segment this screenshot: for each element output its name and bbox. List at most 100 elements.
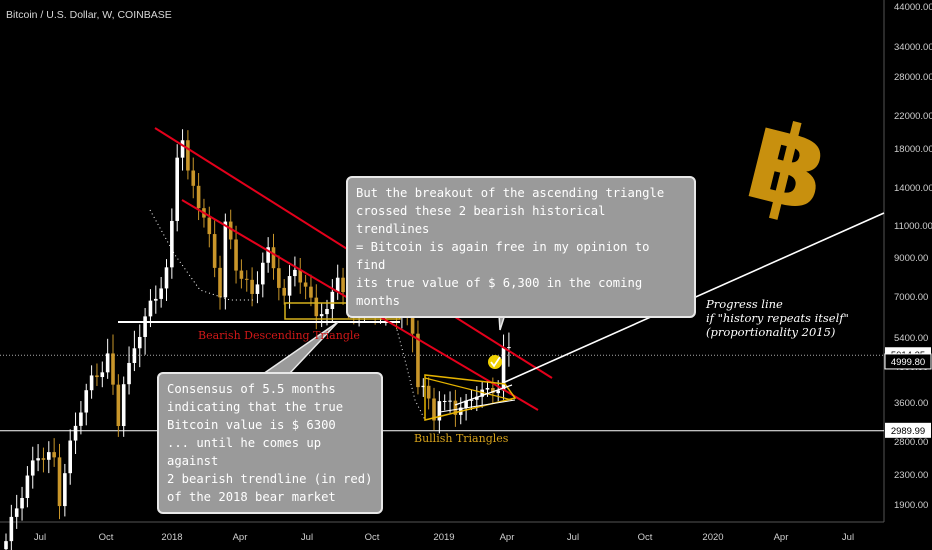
candle-body (111, 353, 115, 385)
candle-body (105, 353, 110, 373)
price-label: 4999.80 (891, 357, 925, 368)
candle-body (63, 473, 67, 507)
x-tick-label: 2019 (433, 532, 454, 543)
candle-body (180, 140, 185, 158)
candle-body (159, 288, 163, 299)
candle-body (421, 385, 426, 388)
bullish-triangle-white (454, 384, 513, 406)
candle-body (416, 333, 420, 388)
candle-body (47, 452, 51, 460)
candle-body (137, 336, 142, 349)
candle-body (100, 372, 105, 378)
x-tick-label: Apr (233, 532, 248, 543)
candle-body (20, 497, 24, 509)
x-tick-label: Jul (34, 532, 46, 543)
y-tick-label: 5400.00 (894, 333, 928, 344)
candle-body (132, 348, 137, 363)
candle-body (25, 475, 30, 498)
candle-body (228, 221, 233, 240)
candle-body (223, 221, 228, 298)
candle-body (79, 412, 83, 426)
chart-title: Bitcoin / U.S. Dollar, W, COINBASE (6, 9, 172, 21)
candle-body (36, 458, 40, 461)
candle-body (437, 401, 442, 421)
candle-body (303, 282, 308, 287)
x-tick-label: 2020 (702, 532, 723, 543)
candle-body (250, 279, 254, 294)
bullish-triangles-label: Bullish Triangles (414, 432, 509, 445)
candle-body (442, 400, 447, 402)
candle-body (491, 388, 495, 394)
candle-body (298, 269, 303, 283)
candle-body (9, 516, 14, 542)
x-tick-label: Oct (365, 532, 380, 543)
candle-body (30, 460, 35, 476)
candle-body (453, 400, 458, 415)
candle-body (84, 390, 89, 413)
y-tick-label: 1900.00 (894, 500, 928, 511)
candle-body (186, 140, 190, 171)
candle-body (287, 276, 292, 296)
check-marker-tick (490, 356, 501, 368)
candle-body (309, 286, 313, 298)
price-label: 2989.99 (891, 426, 925, 437)
x-tick-label: Apr (500, 532, 515, 543)
x-tick-label: Jul (842, 532, 854, 543)
candle-body (293, 269, 297, 277)
candle-body (41, 458, 46, 460)
candle-body (95, 375, 99, 378)
price-axis-bg (884, 0, 932, 550)
dotted-trendline (394, 321, 426, 421)
y-tick-label: 3600.00 (894, 398, 928, 409)
bullish-triangle (424, 374, 517, 421)
candle-body (57, 457, 62, 507)
candle-body (341, 277, 345, 293)
candle-body (244, 278, 249, 280)
y-tick-label: 11000.00 (894, 221, 932, 232)
y-tick-label: 28000.00 (894, 72, 932, 83)
x-tick-label: Apr (774, 532, 789, 543)
candle-body (207, 217, 212, 235)
candle-body (496, 390, 500, 394)
candle-body (154, 298, 158, 301)
candle-body (164, 267, 169, 289)
candle-body (426, 385, 431, 399)
price-label-box (884, 353, 932, 370)
candle-body (271, 247, 276, 269)
candle-body (116, 384, 121, 427)
candle-body (277, 268, 281, 288)
candle-body (239, 270, 244, 279)
candle-body (52, 452, 56, 458)
candle-body (485, 388, 490, 390)
candle-body (148, 300, 153, 317)
candle-body (480, 389, 484, 397)
bearish-triangle-label: Bearish Descending Triangle (198, 329, 360, 342)
candle-body (170, 220, 174, 268)
candle-body (218, 267, 222, 298)
candle-body (73, 425, 78, 441)
candle-body (191, 170, 196, 186)
y-tick-label: 14000.00 (894, 183, 932, 194)
candle-body (501, 347, 506, 391)
candle-body (261, 262, 265, 285)
candle-body (143, 316, 147, 337)
candle-body (475, 396, 479, 400)
candle-body (234, 239, 238, 271)
y-tick-label: 2300.00 (894, 470, 928, 481)
candle-body (196, 185, 201, 209)
x-tick-label: 2018 (161, 532, 182, 543)
candle-body (319, 314, 324, 317)
candle-body (448, 400, 452, 402)
consensus-callout: Consensus of 5.5 months indicating that … (157, 372, 383, 514)
candle-body (464, 400, 468, 408)
candle-body (127, 362, 131, 385)
y-tick-label: 18000.00 (894, 144, 932, 155)
candle-body (4, 541, 8, 550)
candle-body (330, 291, 335, 310)
bitcoin-logo: ฿ (736, 95, 841, 238)
candle-body (266, 247, 270, 263)
y-tick-label: 34000.00 (894, 42, 932, 53)
x-tick-label: Oct (99, 532, 114, 543)
